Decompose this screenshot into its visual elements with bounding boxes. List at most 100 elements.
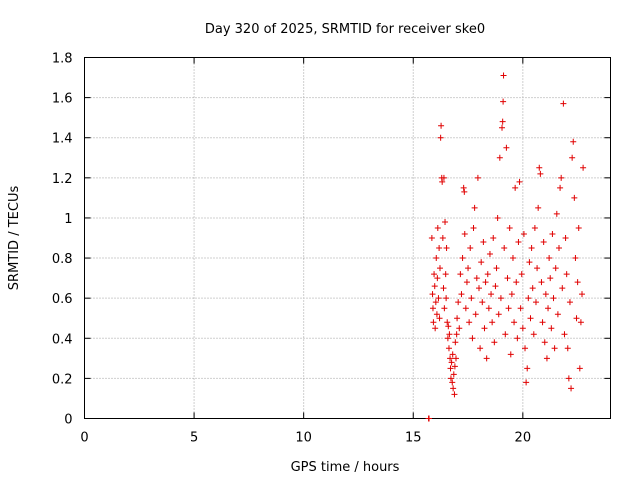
data-point xyxy=(517,305,524,312)
data-point xyxy=(448,359,455,366)
data-point xyxy=(494,214,501,221)
data-point xyxy=(542,291,549,298)
data-point xyxy=(526,259,533,266)
y-tick-label: 0.2 xyxy=(52,372,73,387)
data-point xyxy=(452,355,459,362)
data-point xyxy=(518,271,525,278)
data-point xyxy=(496,154,503,161)
data-point xyxy=(444,335,451,342)
data-point xyxy=(545,305,552,312)
data-points xyxy=(425,72,587,422)
y-tick-label: 1.6 xyxy=(52,92,73,107)
data-point xyxy=(434,275,441,282)
data-point xyxy=(440,174,447,181)
data-point xyxy=(495,311,502,318)
data-point xyxy=(515,239,522,246)
data-point xyxy=(534,265,541,272)
data-point xyxy=(479,299,486,306)
data-point xyxy=(439,178,446,185)
data-point xyxy=(551,345,558,352)
data-point xyxy=(566,299,573,306)
data-point xyxy=(433,311,440,318)
y-tick-label: 1.8 xyxy=(52,52,73,67)
data-point xyxy=(436,265,443,272)
data-point xyxy=(573,315,580,322)
data-point xyxy=(565,375,572,382)
data-point xyxy=(472,311,479,318)
data-point xyxy=(564,345,571,352)
data-point xyxy=(571,194,578,201)
data-point xyxy=(466,319,473,326)
data-point xyxy=(569,154,576,161)
data-point xyxy=(489,319,496,326)
data-point xyxy=(491,339,498,346)
data-point xyxy=(499,124,506,131)
data-point xyxy=(478,259,485,266)
data-point xyxy=(432,299,439,306)
x-tick-label: 20 xyxy=(515,431,532,446)
data-point xyxy=(547,275,554,282)
data-point xyxy=(442,271,449,278)
axes: 0 0.2 0.4 0.6 0.8 1 1.2 1.4 1.6 1.8 0 5 10 15 20 xyxy=(52,52,611,446)
data-point xyxy=(535,204,542,211)
data-point xyxy=(507,351,514,358)
data-point xyxy=(511,319,518,326)
data-point xyxy=(572,255,579,262)
data-point xyxy=(461,230,468,237)
data-point xyxy=(473,275,480,282)
data-point xyxy=(436,245,443,252)
data-point xyxy=(519,325,526,332)
data-point xyxy=(433,255,440,262)
data-point xyxy=(465,265,472,272)
data-point xyxy=(481,325,488,332)
data-point xyxy=(474,174,481,181)
data-point xyxy=(541,339,548,346)
data-point xyxy=(543,355,550,362)
data-point xyxy=(499,118,506,125)
data-point xyxy=(550,295,557,302)
data-point xyxy=(486,251,493,258)
data-point xyxy=(457,271,464,278)
data-point xyxy=(455,299,462,306)
data-point xyxy=(446,331,453,338)
data-point xyxy=(429,291,436,298)
data-point xyxy=(449,379,456,386)
data-point xyxy=(470,224,477,231)
grid-lines xyxy=(84,57,611,419)
data-point xyxy=(451,391,458,398)
data-point xyxy=(579,291,586,298)
data-point xyxy=(447,375,454,382)
data-point xyxy=(539,319,546,326)
data-point xyxy=(429,305,436,312)
data-point xyxy=(525,295,532,302)
data-point xyxy=(432,325,439,332)
data-point xyxy=(580,164,587,171)
y-axis-label: SRMTID / TECUs xyxy=(7,186,22,291)
data-point xyxy=(500,98,507,105)
data-point xyxy=(440,285,447,292)
x-tick-label: 10 xyxy=(295,431,312,446)
data-point xyxy=(502,331,509,338)
y-tick-label: 1 xyxy=(64,212,72,227)
data-point xyxy=(452,339,459,346)
data-point xyxy=(471,204,478,211)
data-point xyxy=(450,371,457,378)
data-point xyxy=(439,235,446,241)
data-point xyxy=(490,235,497,241)
data-point xyxy=(527,315,534,322)
data-point xyxy=(570,138,577,145)
data-point xyxy=(546,255,553,262)
data-point xyxy=(552,265,559,272)
data-point xyxy=(451,363,458,370)
y-tick-label: 1.4 xyxy=(52,132,73,147)
data-point xyxy=(461,188,468,195)
data-point xyxy=(449,351,456,358)
data-point xyxy=(444,319,451,326)
data-point xyxy=(574,279,581,286)
y-tick-label: 1.2 xyxy=(52,172,73,187)
data-point xyxy=(554,311,561,318)
data-point xyxy=(536,164,543,171)
data-point xyxy=(468,295,475,302)
data-point xyxy=(460,184,467,191)
